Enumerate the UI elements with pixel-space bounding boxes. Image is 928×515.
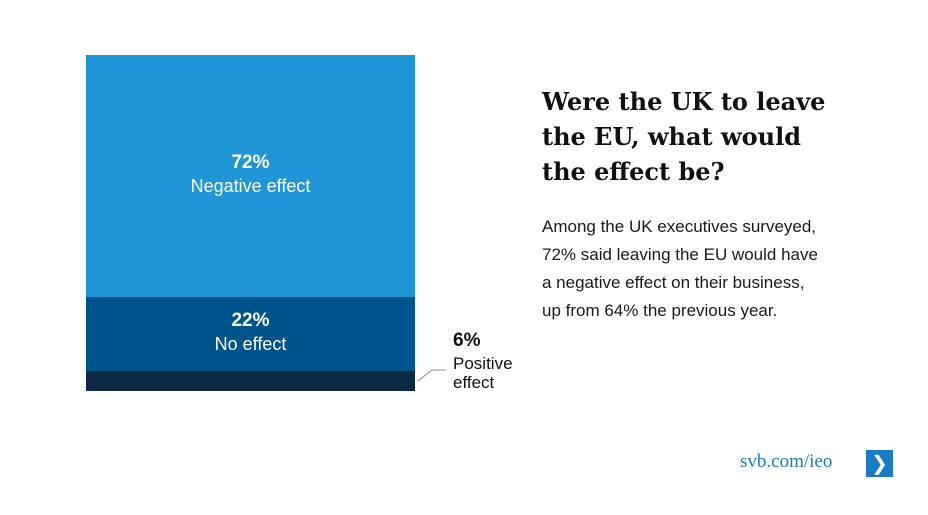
leader-line <box>417 369 446 382</box>
segment-value-no-effect: 22% <box>231 309 270 331</box>
bar-segment-positive-effect <box>86 370 415 391</box>
positive-effect-name: Positive effect <box>453 353 513 393</box>
segment-label-no-effect: 22% No effect <box>86 309 415 355</box>
positive-effect-label: 6% Positive effect <box>453 330 543 393</box>
description-text: Among the UK executives surveyed, 72% sa… <box>542 217 818 320</box>
segment-label-negative-effect: 72% Negative effect <box>86 151 415 197</box>
segment-value-negative-effect: 72% <box>231 151 270 173</box>
segment-name-negative-effect: Negative effect <box>190 175 311 196</box>
svb-ieo-link[interactable]: svb.com/ieo <box>740 451 833 472</box>
bar-segment-negative-effect <box>86 55 415 297</box>
segment-name-no-effect: No effect <box>214 333 287 354</box>
stacked-bar-chart: 72% Negative effect 22% No effect <box>86 55 415 391</box>
chart-title: Were the UK to leave the EU, what would … <box>542 87 826 186</box>
chevron-right-icon[interactable]: ❯ <box>866 450 893 477</box>
positive-effect-value: 6% <box>453 330 481 351</box>
bar-segment-no-effect <box>86 296 415 371</box>
